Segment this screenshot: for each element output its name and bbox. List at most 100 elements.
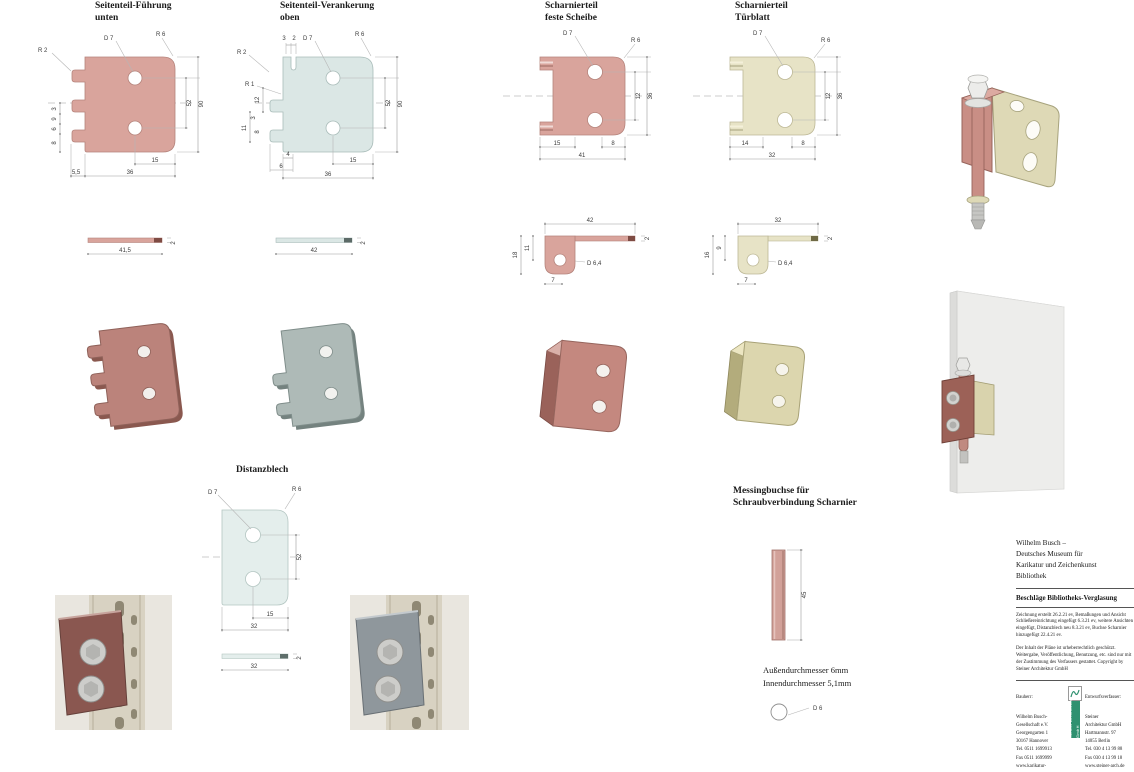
dim-d7: D 7 xyxy=(563,31,573,37)
title-distanzblech: Distanzblech xyxy=(236,465,289,475)
hole xyxy=(245,571,261,587)
render-seitenteil-verankerung xyxy=(272,323,365,430)
section-seitenteil-fuehrung: 41,5 2 xyxy=(87,237,177,255)
strip xyxy=(87,237,163,243)
part-3d xyxy=(86,323,183,430)
hole xyxy=(775,363,790,376)
hole xyxy=(1025,120,1041,140)
dim-32: 32 xyxy=(251,624,258,630)
architect-logo: Steiner Architektur GmbH xyxy=(1068,685,1082,772)
hex-bolt-head xyxy=(381,681,395,697)
dim-left-9: 9 xyxy=(52,117,58,121)
stub-tip xyxy=(970,219,986,230)
washer xyxy=(964,98,992,108)
hole xyxy=(553,253,567,267)
client-label: Bauherr: xyxy=(1016,694,1033,700)
revision-notes: Zeichnung erstellt 26.2.21 ev, Bemaßunge… xyxy=(1016,612,1134,639)
photo-mounted-verankerung xyxy=(350,595,469,730)
part-3d xyxy=(724,340,806,426)
dimension-lines xyxy=(275,237,361,255)
strip-edge xyxy=(280,654,288,659)
dim-2: 2 xyxy=(171,241,177,245)
dimension-lines xyxy=(787,549,810,716)
dim-d64: D 6,4 xyxy=(778,261,793,267)
arm xyxy=(767,235,819,242)
dim-90: 90 xyxy=(398,100,404,107)
dimension-lines xyxy=(520,222,645,285)
title-messingbuchse: Messingbuchse für Schraubverbindung Scha… xyxy=(733,486,857,508)
hole xyxy=(746,253,760,267)
plate-edge-highlight xyxy=(355,610,419,620)
divider xyxy=(1016,606,1134,608)
dim-4: 4 xyxy=(286,152,290,158)
hole xyxy=(595,363,611,378)
hole xyxy=(127,70,143,86)
arm-edge xyxy=(811,236,818,241)
dim-left-3: 3 xyxy=(251,116,257,120)
render-scharnierteil-tuerblatt xyxy=(724,340,806,426)
strip-edge xyxy=(154,238,162,243)
render-scharnierteil-scheibe xyxy=(539,339,628,433)
dimension-lines xyxy=(248,37,399,180)
copyright-note: Der Inhalt der Pläne ist urheberrechtlic… xyxy=(1016,646,1132,672)
dim-15: 15 xyxy=(350,158,357,164)
dim-d6: D 6 xyxy=(813,706,823,712)
drawing-distanzblech: D 7 R 6 52 15 32 2 32 xyxy=(202,487,303,671)
hex-bolt-head xyxy=(383,644,397,660)
hole xyxy=(777,112,793,128)
part-outline xyxy=(221,509,289,606)
dim-42: 42 xyxy=(587,218,594,224)
dim-12: 12 xyxy=(826,92,832,99)
dimension-lines xyxy=(87,237,171,255)
dim-left-8: 8 xyxy=(52,141,58,145)
photo-mounted-fuehrung xyxy=(55,595,172,730)
dim-12: 12 xyxy=(636,92,642,99)
logo-text: Steiner Architektur GmbH xyxy=(1068,699,1080,738)
dim-left-3: 3 xyxy=(52,107,58,111)
drawing-scharnierteil-tuerblatt: D 7 R 6 12 36 14 8 32 xyxy=(693,31,844,161)
hole xyxy=(1009,100,1025,112)
dim-32: 32 xyxy=(775,218,782,224)
title-scharnierteil-scheibe: Scharnierteil feste Scheibe xyxy=(545,1,598,23)
dim-8: 8 xyxy=(611,141,615,147)
section-scharnierteil-tuerblatt: 32 16 9 7 D 6,4 2 xyxy=(705,218,834,285)
bushing-notes: Außendurchmesser 6mm Innendurchmesser 5,… xyxy=(763,665,852,688)
dimension-lines xyxy=(729,35,841,161)
dim-d7: D 7 xyxy=(104,36,114,42)
threaded-stub xyxy=(959,450,969,464)
dim-7: 7 xyxy=(744,278,748,284)
drawing-scharnierteil-scheibe: D 7 R 6 12 36 15 8 41 xyxy=(503,31,654,161)
dim-52: 52 xyxy=(187,99,193,106)
dim-32: 32 xyxy=(769,153,776,159)
hole xyxy=(245,527,261,543)
hex-bolt-head xyxy=(86,644,100,660)
architect-block: Entwurfsverfasser: Steiner Architektur G… xyxy=(1085,686,1134,772)
dim-r6: R 6 xyxy=(821,38,831,44)
dim-9: 9 xyxy=(717,246,723,250)
bolt-hex xyxy=(949,394,957,402)
hole xyxy=(324,386,338,400)
title-seitenteil-fuehrung: Seitenteil-Führung unten xyxy=(95,1,172,23)
dim-r6: R 6 xyxy=(292,487,302,493)
dim-r6: R 6 xyxy=(355,32,365,38)
clamp-channel xyxy=(540,61,553,131)
dim-d7: D 7 xyxy=(303,36,313,42)
dim-top-2: 2 xyxy=(292,36,296,42)
divider xyxy=(1016,679,1134,681)
plate-edge-highlight xyxy=(58,610,122,620)
dim-r2: R 2 xyxy=(38,48,48,54)
dim-52: 52 xyxy=(297,553,303,560)
door-leaf-plate xyxy=(991,87,1060,188)
drawing-seitenteil-verankerung: 3 2 R 2 R 1 D 7 R 6 12 3 8 11 4 6 36 15 … xyxy=(237,32,404,180)
dim-left-11: 11 xyxy=(242,124,248,131)
drawing-messingbuchse: 45 D 6 xyxy=(770,549,823,721)
hole xyxy=(325,70,341,86)
dim-36: 36 xyxy=(838,92,844,99)
strip-edge xyxy=(344,238,352,243)
client-block: Bauherr: Wilhelm Busch- Gesellschaft e.V… xyxy=(1016,686,1065,772)
dim-d64: D 6,4 xyxy=(587,261,602,267)
washer xyxy=(954,369,972,377)
client-address: Wilhelm Busch- Gesellschaft e.V. Georgen… xyxy=(1016,714,1052,772)
divider xyxy=(1016,587,1134,589)
